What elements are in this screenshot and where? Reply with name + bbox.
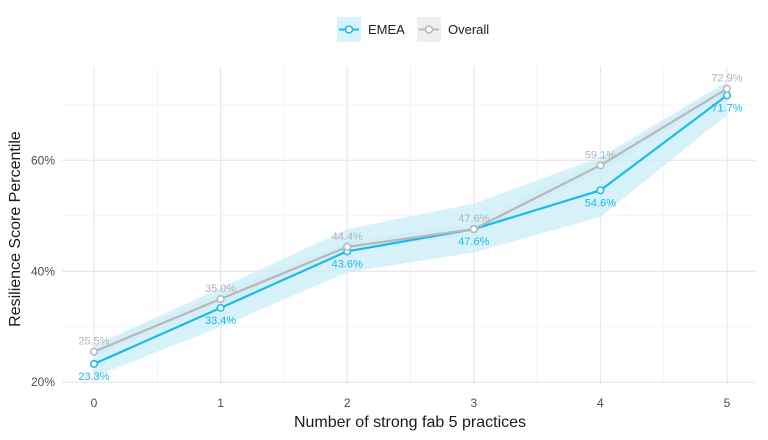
confidence-band-emea <box>94 81 727 377</box>
data-label-overall: 47.6% <box>458 213 489 225</box>
data-labels: 25.5% 35.0% 44.4% 47.6% 59.1% 72.9% 23.3% 33.4%… <box>78 73 742 383</box>
series-markers <box>89 84 732 368</box>
confidence-bands <box>94 81 727 377</box>
x-tick-label: 4 <box>597 396 604 410</box>
data-point-emea <box>596 186 605 195</box>
data-label-emea: 54.6% <box>585 197 616 209</box>
data-point-overall <box>469 225 478 234</box>
data-label-emea: 23.3% <box>78 371 109 383</box>
series-lines <box>93 87 728 365</box>
x-tick-label: 3 <box>470 396 477 410</box>
y-axis-title: Resilience Score Percentile <box>7 131 24 327</box>
x-tick-label: 1 <box>217 396 224 410</box>
data-label-emea: 47.6% <box>458 236 489 248</box>
x-axis-title: Number of strong fab 5 practices <box>294 414 526 431</box>
data-point-emea <box>722 91 732 100</box>
data-label-emea: 43.6% <box>332 258 363 270</box>
x-tick-label: 5 <box>724 396 731 410</box>
data-label-overall: 72.9% <box>711 73 742 85</box>
legend-label-overall: Overall <box>448 22 489 37</box>
legend-key-emea-marker <box>344 25 354 34</box>
data-point-overall <box>216 294 225 304</box>
legend-item-overall[interactable]: Overall <box>417 17 489 42</box>
x-axis-ticks: 0 1 2 3 4 5 <box>91 396 731 410</box>
y-tick-label: 20% <box>31 375 55 389</box>
data-point-overall <box>89 347 99 356</box>
data-label-emea: 71.7% <box>711 102 742 114</box>
data-point-emea <box>89 359 99 368</box>
legend-key-overall-marker <box>424 25 434 34</box>
legend-item-emea[interactable]: EMEA <box>337 17 405 42</box>
data-point-emea <box>216 303 225 312</box>
x-tick-label: 0 <box>91 396 98 410</box>
legend-label-emea: EMEA <box>368 22 405 37</box>
y-axis-ticks: 20% 40% 60% <box>31 153 55 389</box>
series-line-overall <box>93 87 728 353</box>
data-label-emea: 33.4% <box>205 315 236 327</box>
data-point-overall <box>596 161 605 170</box>
y-tick-label: 40% <box>31 264 55 278</box>
data-point-overall <box>343 242 352 251</box>
y-tick-label: 60% <box>31 153 55 167</box>
series-line-emea <box>93 94 728 365</box>
x-tick-label: 2 <box>344 396 351 410</box>
legend: EMEA Overall <box>337 17 489 42</box>
data-label-overall: 35.0% <box>205 283 236 295</box>
data-label-overall: 44.4% <box>332 231 363 243</box>
data-point-overall <box>722 84 732 93</box>
data-label-overall: 59.1% <box>585 149 616 161</box>
data-label-overall: 25.5% <box>78 336 109 348</box>
